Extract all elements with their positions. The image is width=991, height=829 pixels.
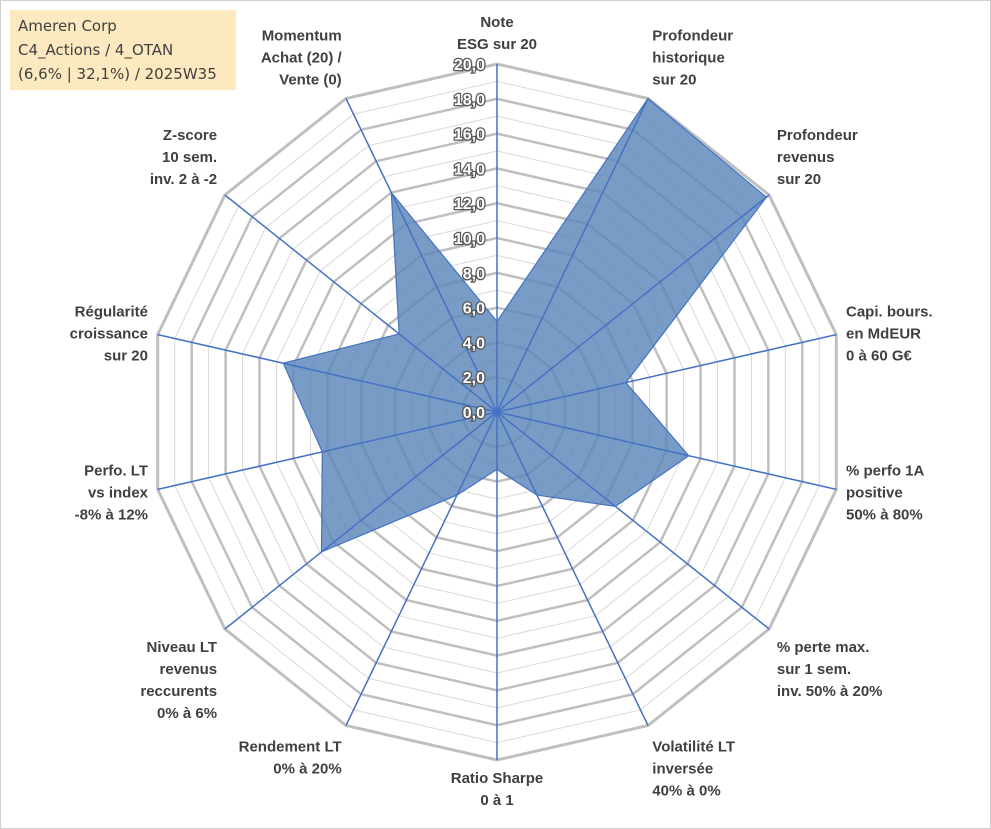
tick-label: 8,0: [463, 266, 485, 283]
axis-label-line: inv. 2 à -2: [150, 171, 217, 188]
axis-spoke: [496, 333, 837, 413]
axis-label-line: Profondeur: [652, 28, 733, 45]
axis-label-line: croissance: [70, 325, 148, 342]
tick-label: 4,0: [463, 335, 485, 352]
axis-label-line: % perte max.: [777, 639, 870, 656]
axis-label-line: historique: [652, 50, 725, 67]
series-layer: [282, 97, 768, 553]
tick-label: 2,0: [463, 370, 485, 387]
axis-label: Perfo. LT vs index -8% à 12%: [75, 463, 149, 524]
axis-label-line: -8% à 12%: [75, 507, 148, 524]
axis-label-line: sur 20: [777, 171, 821, 188]
axis-label: % perfo 1A positive 50% à 80%: [846, 463, 925, 524]
info-category: C4_Actions / 4_OTAN: [18, 41, 174, 59]
axis-label-line: Vente (0): [279, 72, 342, 89]
axis-label: Régularité croissance sur 20: [70, 303, 148, 364]
axis-label-line: sur 1 sem.: [777, 661, 851, 678]
axis-labels: Note ESG sur 20 Profondeur historique sur 20…: [70, 14, 933, 809]
axis-spoke: [496, 194, 770, 413]
axis-label-line: Profondeur: [777, 127, 858, 144]
radial-tick-labels: 0,0 2,0 4,0 6,0 8,0 10,0 12,0 14,0 16,0 18,0 20,0: [453, 56, 487, 424]
axis-label-line: 0 à 1: [480, 792, 513, 809]
tick-label: 6,0: [463, 301, 485, 318]
axis-label-line: sur 20: [652, 72, 696, 89]
axis-label-line: Régularité: [75, 303, 148, 320]
info-stats: (6,6% | 32,1%) / 2025W35: [18, 65, 217, 83]
axis-spoke: [224, 194, 498, 413]
axis-label-line: 0% à 20%: [273, 761, 341, 778]
axis-spoke: [496, 411, 649, 726]
tick-label: 16,0: [454, 127, 485, 144]
axis-spoke: [496, 98, 649, 413]
axis-label-line: Z-score: [163, 127, 217, 144]
axis-label: Momentum Achat (20) / Vente (0): [261, 28, 343, 89]
axis-spoke: [496, 411, 837, 491]
axis-label-line: reccurents: [140, 683, 217, 700]
axis-label-line: Ratio Sharpe: [451, 770, 544, 787]
axis-label-line: sur 20: [104, 347, 148, 364]
axis-label-line: 0% à 6%: [157, 705, 217, 722]
series-area: [282, 97, 768, 553]
axis-label-line: 0 à 60 G€: [846, 347, 913, 364]
axis-label: Z-score 10 sem. inv. 2 à -2: [150, 127, 217, 188]
tick-label: 10,0: [454, 231, 485, 248]
axis-label-line: Momentum: [262, 28, 342, 45]
axis-label-line: en MdEUR: [846, 325, 921, 342]
axis-label: Rendement LT 0% à 20%: [239, 739, 342, 778]
axis-label-line: % perfo 1A: [846, 463, 925, 480]
axis-label: Niveau LT revenus reccurents 0% à 6%: [140, 639, 217, 722]
tick-label: 14,0: [454, 161, 485, 178]
tick-label: 18,0: [454, 92, 485, 109]
info-company: Ameren Corp: [18, 17, 117, 35]
axis-label-line: Perfo. LT: [84, 463, 148, 480]
axis-label-line: positive: [846, 485, 903, 502]
tick-label: 0,0: [463, 405, 485, 422]
axis-label-line: 10 sem.: [162, 149, 217, 166]
axis-label: Volatilité LT inversée 40% à 0%: [652, 739, 735, 800]
axis-label-line: revenus: [777, 149, 835, 166]
axis-label-line: Note: [480, 14, 513, 31]
axis-label-line: inv. 50% à 20%: [777, 683, 883, 700]
axis-spoke: [345, 98, 498, 413]
tick-label: 12,0: [454, 196, 485, 213]
axis-label-line: 50% à 80%: [846, 507, 923, 524]
axis-label-line: Niveau LT: [147, 639, 218, 656]
axis-label-line: Capi. bours.: [846, 303, 933, 320]
axis-label: Capi. bours. en MdEUR 0 à 60 G€: [846, 303, 933, 364]
axis-label: Profondeur historique sur 20: [652, 28, 733, 89]
axis-label-line: inversée: [652, 761, 713, 778]
axis-label: Ratio Sharpe 0 à 1: [451, 770, 544, 809]
axis-label: % perte max. sur 1 sem. inv. 50% à 20%: [777, 639, 883, 700]
axis-label-line: Achat (20) /: [261, 50, 343, 67]
axis-label: Note ESG sur 20: [457, 14, 537, 53]
axis-label-line: Rendement LT: [239, 739, 342, 756]
axis-label: Profondeur revenus sur 20: [777, 127, 858, 188]
info-box: Ameren Corp C4_Actions / 4_OTAN (6,6% | …: [10, 10, 236, 90]
axis-spoke: [157, 411, 498, 491]
axis-spokes: [157, 64, 837, 760]
axis-label-line: vs index: [88, 485, 149, 502]
axis-label-line: ESG sur 20: [457, 36, 537, 53]
axis-label-line: revenus: [160, 661, 218, 678]
axis-spoke: [496, 411, 770, 630]
axis-spoke: [224, 411, 498, 630]
tick-label: 20,0: [454, 57, 485, 74]
axis-label-line: Volatilité LT: [652, 739, 735, 756]
axis-spoke: [157, 333, 498, 413]
axis-label-line: 40% à 0%: [652, 783, 720, 800]
axis-spoke: [345, 411, 498, 726]
